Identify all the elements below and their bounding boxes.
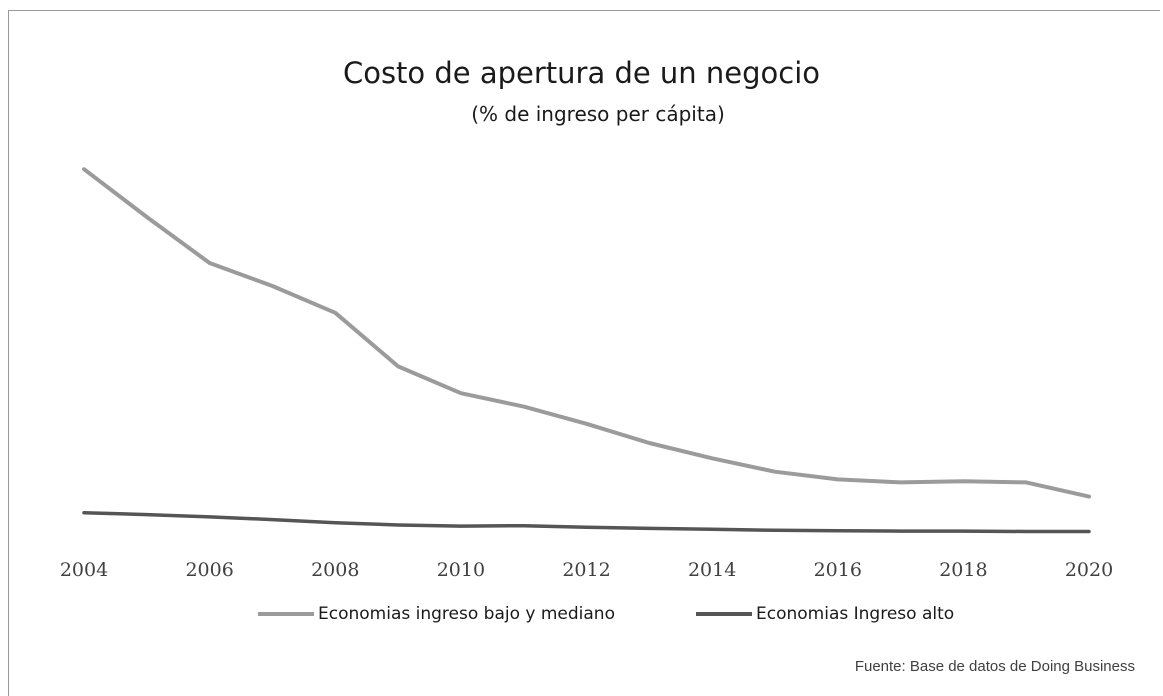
- x-tick-label-2018: 2018: [939, 559, 987, 581]
- series-line-1: [82, 167, 1091, 499]
- legend: Economias ingreso bajo y mediano Economi…: [0, 604, 1163, 634]
- chart-subtitle: (% de ingreso per cápita): [471, 102, 725, 126]
- x-tick-label-2014: 2014: [688, 559, 736, 581]
- x-tick-label-2016: 2016: [814, 559, 862, 581]
- x-tick-label-2008: 2008: [311, 559, 359, 581]
- legend-label-series-2: Economias Ingreso alto: [756, 604, 955, 624]
- x-axis-tick-labels: 2004 2006 2008 2010 2012 2014 2016 2018 2020: [60, 559, 1113, 581]
- legend-swatch-series-1: [258, 612, 314, 616]
- legend-item-series-2: Economias Ingreso alto: [696, 604, 954, 624]
- source-note: Fuente: Base de datos de Doing Business: [854, 658, 1135, 675]
- series-layer: [82, 167, 1091, 534]
- legend-item-series-1: Economias ingreso bajo y mediano: [258, 604, 615, 624]
- x-tick-label-2010: 2010: [437, 559, 485, 581]
- line-chart: 2004 2006 2008 2010 2012 2014 2016 2018 2020: [60, 167, 1113, 581]
- x-tick-label-2012: 2012: [562, 559, 610, 581]
- series-line-2: [82, 510, 1091, 534]
- chart-frame: [8, 10, 1160, 696]
- chart-title: Costo de apertura de un negocio: [342, 56, 821, 90]
- legend-label-series-1: Economias ingreso bajo y mediano: [318, 604, 615, 624]
- x-tick-label-2006: 2006: [185, 559, 233, 581]
- x-tick-label-2020: 2020: [1065, 559, 1113, 581]
- x-tick-label-2004: 2004: [60, 559, 108, 581]
- legend-swatch-series-2: [696, 612, 752, 616]
